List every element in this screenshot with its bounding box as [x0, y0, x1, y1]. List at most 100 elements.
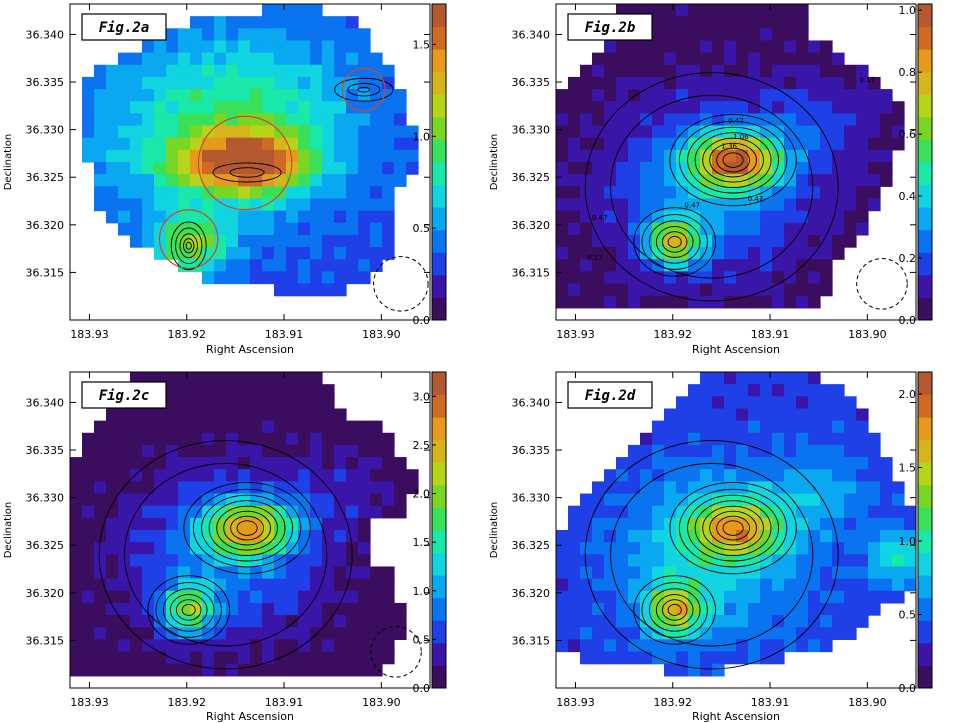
heatmap-cell: [286, 52, 299, 66]
heatmap-cell: [880, 174, 893, 187]
heatmap-cell: [382, 602, 395, 616]
heatmap-cell: [262, 125, 275, 139]
heatmap-cell: [820, 505, 833, 519]
heatmap-cell: [664, 174, 677, 187]
heatmap-cell: [556, 283, 569, 297]
heatmap-cell: [844, 396, 857, 410]
heatmap-cell: [724, 125, 737, 139]
heatmap-cell: [94, 469, 107, 482]
contour-line: [667, 236, 682, 248]
heatmap-cell: [784, 271, 797, 285]
heatmap-cell: [238, 420, 251, 434]
heatmap-cell: [724, 28, 737, 42]
heatmap-cell: [868, 89, 881, 102]
heatmap-cell: [640, 222, 653, 236]
colorbar-segment: [918, 665, 932, 689]
heatmap-cell: [652, 247, 665, 260]
heatmap-cell: [748, 162, 761, 175]
heatmap-cell: [286, 469, 299, 482]
heatmap-cell: [760, 627, 773, 640]
heatmap-cell: [202, 198, 215, 212]
heatmap-cell: [262, 432, 275, 446]
heatmap-cell: [370, 505, 383, 519]
heatmap-cell: [808, 52, 821, 66]
heatmap-cell: [820, 542, 833, 555]
colorbar-segment: [918, 116, 932, 140]
y-tick-label: 36.340: [26, 28, 65, 41]
heatmap-cell: [214, 627, 227, 640]
y-tick-label: 36.325: [512, 539, 551, 552]
heatmap-cell: [796, 396, 809, 410]
heatmap-cell: [736, 444, 749, 458]
heatmap-cell: [832, 505, 845, 519]
heatmap-cell: [238, 198, 251, 212]
heatmap-cell: [382, 198, 395, 212]
heatmap-cell: [334, 234, 347, 248]
heatmap-cell: [310, 372, 323, 385]
heatmap-cell: [724, 198, 737, 212]
heatmap-cell: [604, 125, 617, 139]
heatmap-cell: [748, 101, 761, 114]
heatmap-cell: [322, 76, 335, 90]
heatmap-cell: [202, 542, 215, 555]
heatmap-cell: [880, 578, 893, 592]
heatmap-cell: [604, 222, 617, 236]
heatmap-cell: [346, 663, 359, 677]
heatmap-cell: [592, 651, 605, 665]
heatmap-cell: [346, 590, 359, 604]
heatmap-cell: [748, 372, 761, 385]
heatmap-cell: [568, 76, 581, 90]
y-tick-label: 36.315: [26, 266, 65, 279]
heatmap-cell: [772, 408, 785, 422]
colorbar-segment: [918, 597, 932, 621]
heatmap-cell: [784, 283, 797, 297]
heatmap-cell: [880, 457, 893, 470]
heatmap-cell: [250, 76, 263, 90]
heatmap-cell: [226, 125, 239, 139]
heatmap-cell: [286, 432, 299, 446]
heatmap-cell: [856, 444, 869, 458]
beam-circle: [370, 626, 422, 678]
contour-line: [687, 126, 780, 194]
heatmap-cell: [298, 186, 311, 200]
heatmap-cell: [628, 76, 641, 90]
heatmap-cell: [274, 162, 287, 175]
heatmap-cell: [616, 40, 629, 54]
heatmap-cell: [154, 40, 167, 54]
heatmap-cell: [322, 89, 335, 102]
heatmap-cell: [334, 174, 347, 187]
colorbar-tick-label: 1.0: [413, 585, 431, 598]
heatmap-cell: [286, 283, 299, 297]
heatmap-cell: [334, 247, 347, 260]
heatmap-cell: [556, 554, 569, 568]
heatmap-cell: [712, 372, 725, 385]
heatmap-cell: [334, 28, 347, 42]
beam-circle: [856, 258, 908, 310]
heatmap-cell: [880, 101, 893, 114]
heatmap-cell: [358, 590, 371, 604]
heatmap-cell: [142, 542, 155, 555]
heatmap-cell: [676, 469, 689, 482]
y-axis-label: Declination: [489, 134, 500, 191]
heatmap-cell: [736, 566, 749, 580]
heatmap-cell: [358, 493, 371, 507]
heatmap-cell: [262, 457, 275, 470]
heatmap-cell: [358, 89, 371, 102]
contour-line: [702, 137, 764, 183]
heatmap-cell: [832, 101, 845, 114]
heatmap-cell: [820, 162, 833, 175]
heatmap-cell: [820, 113, 833, 127]
heatmap-cell: [868, 113, 881, 127]
heatmap-cell: [556, 137, 569, 151]
heatmap-cell: [832, 198, 845, 212]
heatmap-cell: [322, 432, 335, 446]
heatmap-cell: [844, 174, 857, 187]
heatmap-cell: [94, 137, 107, 151]
heatmap-cell: [868, 432, 881, 446]
heatmap-cell: [592, 64, 605, 78]
heatmap-cell: [166, 432, 179, 446]
heatmap-cell: [688, 481, 701, 495]
panel-label: Fig.2b: [585, 20, 636, 36]
heatmap-cell: [106, 578, 119, 592]
heatmap-cell: [202, 52, 215, 66]
